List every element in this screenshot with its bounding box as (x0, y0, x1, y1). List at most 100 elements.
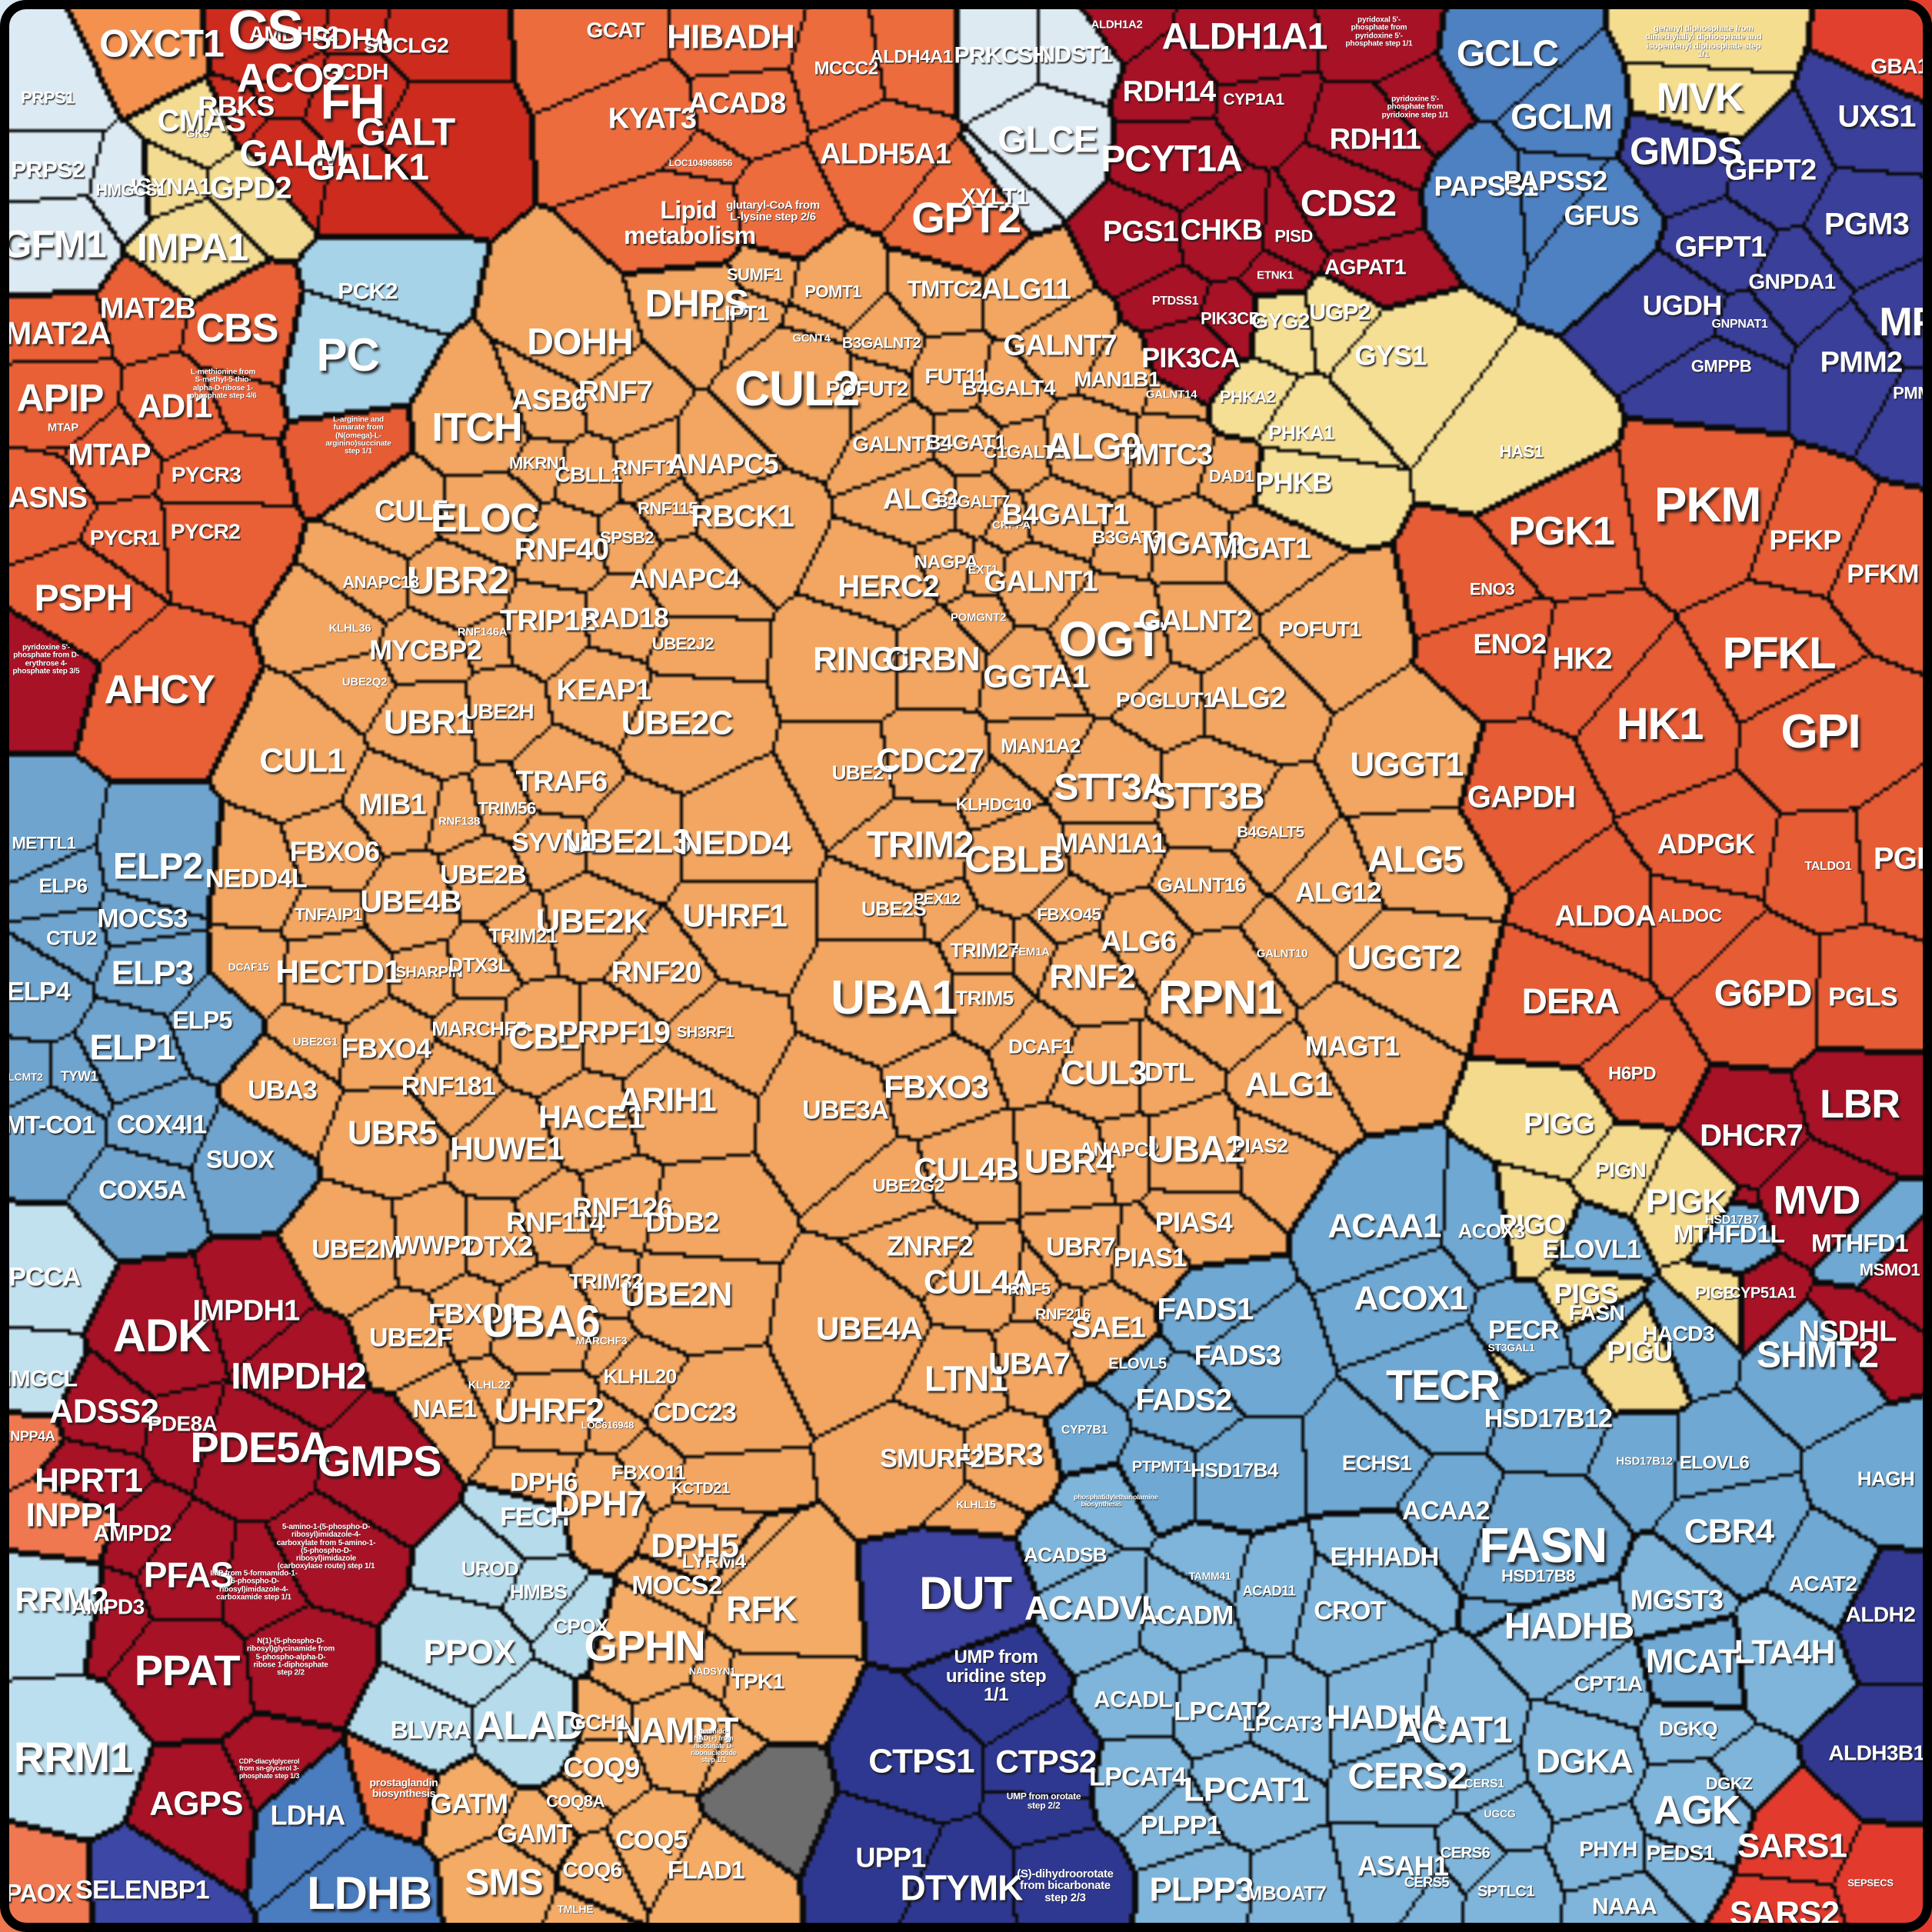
cell-label[interactable]: HADHB (1504, 1606, 1634, 1647)
cell-label[interactable]: PMM1 (1893, 383, 1932, 403)
cell-label[interactable]: MVD (1773, 1178, 1860, 1224)
cell-label[interactable]: ST3GAL1 (1487, 1341, 1535, 1354)
cell-label[interactable]: UBE2F (368, 1323, 453, 1353)
cell-label[interactable]: L-arginine and fumarate from (N(omega)-L… (325, 415, 391, 456)
cell-label[interactable]: PFKP (1769, 524, 1841, 556)
cell-label[interactable]: ALG1 (1244, 1065, 1333, 1104)
cell-label[interactable]: FBXO9 (428, 1297, 518, 1330)
cell-label[interactable]: NSDHL (1798, 1315, 1897, 1348)
cell-label[interactable]: ELP6 (38, 874, 88, 898)
cell-label[interactable]: ALG5 (1367, 839, 1464, 881)
cell-label[interactable]: DHCR7 (1700, 1118, 1804, 1153)
cell-label[interactable]: PRPS1 (21, 88, 75, 108)
cell-label[interactable]: DTX2 (464, 1230, 533, 1262)
cell-label[interactable]: FBXO45 (1037, 904, 1101, 924)
cell-label[interactable]: TRIM5 (955, 986, 1014, 1010)
cell-label[interactable]: HERC2 (838, 569, 939, 604)
cell-label[interactable]: ELP1 (89, 1027, 175, 1068)
cell-label[interactable]: POFUT2 (825, 376, 908, 401)
cell-label[interactable]: MAN1B1 (1074, 367, 1160, 391)
cell-label[interactable]: TRIM56 (478, 798, 536, 818)
cell-label[interactable]: LPCAT3 (1242, 1711, 1322, 1736)
cell-label[interactable]: TRIM2 (866, 824, 974, 866)
cell-label[interactable]: COX4I1 (116, 1110, 208, 1140)
cell-label[interactable]: GPT2 (911, 193, 1021, 242)
cell-label[interactable]: XYLT1 (960, 184, 1029, 210)
cell-label[interactable]: CBLB (964, 839, 1064, 881)
cell-label[interactable]: GFPT1 (1674, 231, 1767, 264)
cell-label[interactable]: ACADSB (1023, 1543, 1108, 1567)
cell-label[interactable]: FADS1 (1157, 1292, 1254, 1327)
cell-label[interactable]: KLHDC10 (955, 794, 1032, 814)
cell-label[interactable]: HACE1 (538, 1098, 645, 1135)
cell-label[interactable]: TRIM32 (568, 1269, 644, 1294)
cell-label[interactable]: SEPSECS (1847, 1877, 1894, 1889)
cell-label[interactable]: ACAT2 (1788, 1571, 1857, 1596)
cell-label[interactable]: TRIP12 (499, 605, 596, 638)
cell-label[interactable]: ISYNA1 (130, 174, 212, 200)
cell-label[interactable]: SPSB2 (600, 528, 654, 548)
cell-label[interactable]: CTPS1 (868, 1742, 974, 1780)
cell-label[interactable]: ELOVL6 (1679, 1452, 1750, 1474)
cell-label[interactable]: B4GALT4 (961, 375, 1055, 400)
cell-label[interactable]: RRM1 (13, 1733, 133, 1782)
cell-label[interactable]: RNF2 (1049, 958, 1135, 996)
cell-label[interactable]: CUL2 (734, 361, 860, 417)
cell-label[interactable]: ALG3 (882, 483, 959, 516)
cell-label[interactable]: DAD1 (1208, 466, 1254, 486)
cell-label[interactable]: ACADL (1094, 1687, 1173, 1713)
cell-label[interactable]: 5-amino-1-(5-phospho-D-ribosyl)imidazole… (276, 1523, 376, 1571)
cell-label[interactable]: PIGU (1607, 1335, 1673, 1367)
cell-label[interactable]: GCAT (586, 18, 645, 42)
cell-label[interactable]: glutaryl-CoA from L-lysine step 2/6 (726, 198, 820, 224)
cell-label[interactable]: ACADM (1138, 1601, 1234, 1631)
cell-label[interactable]: GNPDA1 (1748, 269, 1836, 294)
cell-label[interactable]: ALAD (475, 1704, 584, 1749)
cell-label[interactable]: CRPPA (992, 518, 1031, 532)
cell-label[interactable]: HACD3 (1642, 1321, 1714, 1346)
cell-label[interactable]: PHKA1 (1268, 421, 1334, 445)
cell-label[interactable]: OGT (1058, 611, 1164, 668)
cell-label[interactable]: RFK (726, 1588, 798, 1629)
cell-label[interactable]: LTN1 (924, 1358, 1008, 1399)
cell-label[interactable]: FECH (500, 1502, 570, 1532)
cell-label[interactable]: ECHS1 (1341, 1451, 1412, 1475)
cell-label[interactable]: LDHB (307, 1867, 432, 1920)
cell-label[interactable]: LPCAT4 (1089, 1762, 1186, 1792)
cell-label[interactable]: COQ5 (615, 1825, 688, 1855)
cell-label[interactable]: MOCS3 (97, 904, 188, 934)
cell-label[interactable]: PIAS1 (1113, 1243, 1188, 1273)
cell-label[interactable]: DGKQ (1659, 1717, 1717, 1740)
cell-label[interactable]: FASN (1568, 1301, 1625, 1325)
cell-label[interactable]: UGGT1 (1350, 745, 1464, 784)
cell-label[interactable]: FBXO11 (611, 1461, 686, 1484)
cell-label[interactable]: SUOX (205, 1145, 275, 1174)
cell-label[interactable]: IMPDH1 (192, 1294, 300, 1327)
cell-label[interactable]: UBE2N (620, 1275, 733, 1314)
cell-label[interactable]: HSD17B4 (1191, 1458, 1278, 1482)
cell-label[interactable]: PRPF19 (557, 1015, 671, 1050)
cell-label[interactable]: RNF114 (506, 1206, 605, 1238)
cell-label[interactable]: B4GALT7 (936, 491, 1010, 511)
cell-label[interactable]: FLAD1 (668, 1856, 745, 1884)
cell-label[interactable]: DPH5 (651, 1527, 739, 1565)
cell-label[interactable]: UBA1 (831, 971, 958, 1025)
cell-label[interactable]: (S)-dihydroorotate from bicarbonate step… (1017, 1867, 1114, 1904)
cell-label[interactable]: SHARPIN (395, 964, 463, 981)
cell-label[interactable]: RNF146A (457, 625, 508, 639)
cell-label[interactable]: GFM1 (2, 222, 107, 266)
cell-label[interactable]: STT3B (1151, 776, 1264, 818)
cell-label[interactable]: PDE8A (147, 1411, 218, 1436)
cell-label[interactable]: ALG12 (1294, 876, 1382, 908)
cell-label[interactable]: TALDO1 (1804, 859, 1852, 873)
cell-label[interactable]: UBA3 (248, 1075, 318, 1105)
cell-label[interactable]: SARS2 (1729, 1894, 1840, 1932)
cell-label[interactable]: G6PD (1714, 973, 1813, 1014)
cell-label[interactable]: ALDOA (1554, 900, 1656, 933)
cell-label[interactable]: PHYH (1579, 1837, 1637, 1861)
cell-label[interactable]: UROD (461, 1557, 519, 1581)
cell-label[interactable]: LBR (1820, 1082, 1900, 1128)
cell-label[interactable]: AMPD3 (71, 1594, 145, 1619)
cell-label[interactable]: CTPS2 (995, 1743, 1097, 1780)
cell-label[interactable]: TRIM21 (488, 924, 558, 948)
